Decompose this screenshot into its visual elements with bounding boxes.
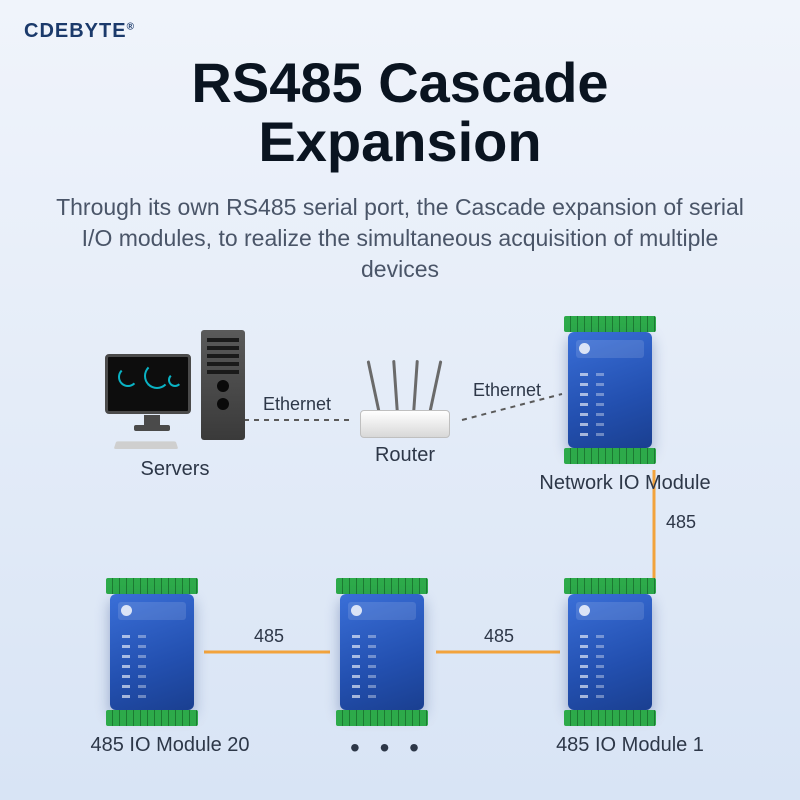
title-line-1: RS485 Cascade [0, 54, 800, 113]
brand-reg: ® [127, 21, 135, 32]
node-module-1: 485 IO Module 1 [540, 578, 740, 757]
servers-label: Servers [95, 458, 255, 481]
node-module-mid [332, 578, 432, 726]
module-20-label: 485 IO Module 20 [60, 734, 280, 757]
server-illustration [105, 330, 245, 450]
module-mid-illustration [332, 578, 432, 726]
router-illustration [350, 344, 460, 454]
link-485-vertical: 485 [656, 512, 706, 533]
node-module-20: 485 IO Module 20 [80, 578, 280, 757]
brand-logo: CDEBYTE® [24, 20, 135, 43]
network-module-illustration [560, 316, 660, 464]
diagram-area: Servers Router Network IO Module 485 IO … [0, 300, 800, 800]
title-line-2: Expansion [0, 113, 800, 172]
page-subtitle: Through its own RS485 serial port, the C… [40, 192, 760, 285]
module-1-illustration [560, 578, 660, 726]
network-module-label: Network IO Module [510, 472, 740, 495]
server-tower [201, 330, 245, 440]
brand-text: CDEBYTE [24, 20, 127, 42]
node-network-module: Network IO Module [540, 316, 740, 495]
ellipsis: • • • [350, 732, 425, 764]
module-20-illustration [102, 578, 202, 726]
server-keyboard [114, 441, 179, 449]
node-servers: Servers [95, 330, 255, 481]
link-485-h2: 485 [224, 626, 314, 647]
module-1-label: 485 IO Module 1 [520, 734, 740, 757]
link-ethernet-1: Ethernet [252, 394, 342, 415]
node-router: Router [350, 344, 460, 467]
link-ethernet-2: Ethernet [462, 380, 552, 401]
page-title: RS485 Cascade Expansion [0, 54, 800, 172]
link-485-h1: 485 [454, 626, 544, 647]
server-monitor [105, 354, 191, 414]
